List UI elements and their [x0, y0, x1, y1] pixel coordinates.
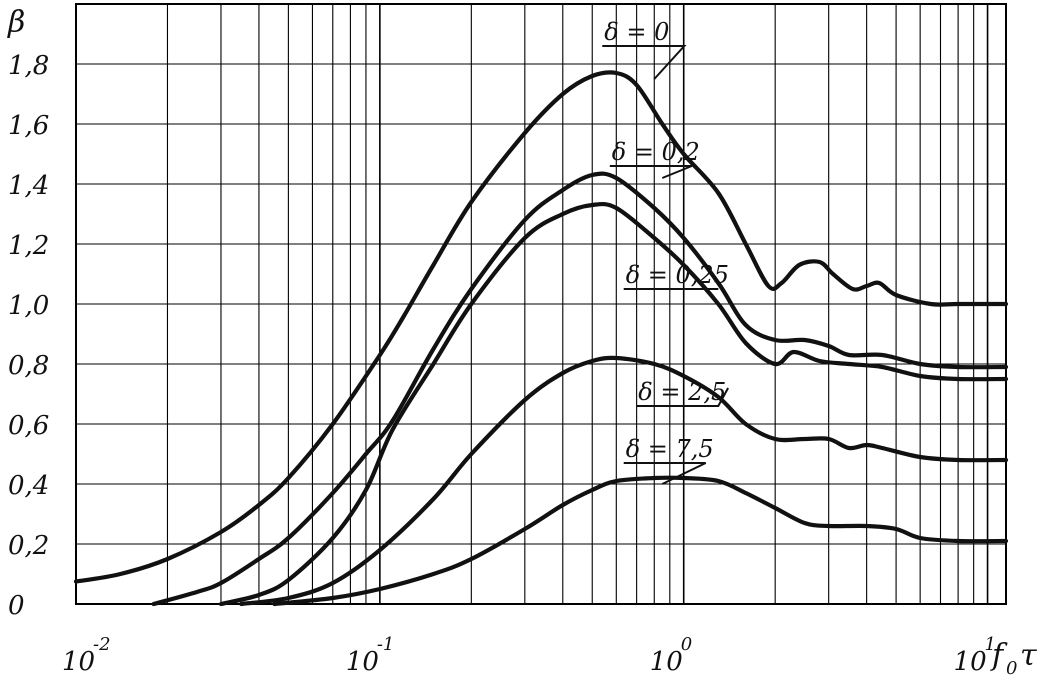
- x-tick-label: 10-1: [346, 634, 395, 677]
- series-line-4: [272, 475, 1009, 607]
- x-tick-base: 10: [62, 647, 95, 677]
- x-tick-exponent: -1: [377, 634, 395, 655]
- y-tick-label: 0,4: [8, 471, 49, 501]
- series-leader-1: [609, 165, 693, 179]
- x-axis-title: f 0 τ: [990, 638, 1037, 679]
- series-line-0: [73, 70, 1009, 584]
- series-label-0: δ = 0: [604, 18, 669, 46]
- y-tick-label: 0,2: [8, 531, 49, 561]
- x-tick-base: 10: [650, 647, 683, 677]
- series-label-1: δ = 0,2: [612, 138, 700, 166]
- series-label-3: δ = 2,5: [638, 378, 726, 406]
- y-tick-label: 0: [8, 591, 25, 621]
- series-leader-3: [636, 387, 729, 407]
- series-label-2: δ = 0,25: [626, 261, 729, 289]
- x-tick-label: 10-2: [62, 634, 111, 677]
- series-leader-0: [602, 45, 687, 80]
- y-tick-label: 0,6: [8, 411, 49, 441]
- x-axis-title-tail: τ: [1020, 638, 1037, 673]
- curves: [73, 70, 1009, 607]
- label-leaders: [602, 45, 729, 485]
- series-line-1: [151, 171, 1009, 607]
- y-axis-title: β: [7, 5, 25, 40]
- y-tick-label: 1,2: [8, 231, 49, 261]
- y-tick-label: 1,8: [8, 51, 49, 81]
- x-tick-label: 101: [954, 634, 996, 677]
- x-tick-exponent: -2: [93, 634, 111, 655]
- series-label-4: δ = 7,5: [626, 435, 714, 463]
- series-line-2: [218, 201, 1009, 607]
- x-tick-label: 100: [650, 634, 692, 677]
- y-tick-labels: 0 0,2 0,4 0,6 0,8 1,0 1,2 1,4 1,6 1,8: [8, 51, 49, 621]
- series-labels: δ = 0 δ = 0,2 δ = 0,25 δ = 2,5 δ = 7,5: [604, 18, 729, 463]
- y-tick-label: 1,4: [8, 171, 49, 201]
- x-tick-base: 10: [954, 647, 987, 677]
- y-tick-label: 1,0: [8, 291, 49, 321]
- x-tick-exponent: 0: [681, 634, 692, 655]
- series-line-3: [239, 355, 1009, 607]
- grid: [75, 3, 1006, 604]
- series-leader-4: [623, 462, 707, 485]
- x-tick-exponent: 1: [985, 634, 996, 655]
- y-tick-label: 1,6: [8, 111, 49, 141]
- x-tick-base: 10: [346, 647, 379, 677]
- y-tick-label: 0,8: [8, 351, 49, 381]
- x-axis-title-subscript: 0: [1006, 658, 1017, 679]
